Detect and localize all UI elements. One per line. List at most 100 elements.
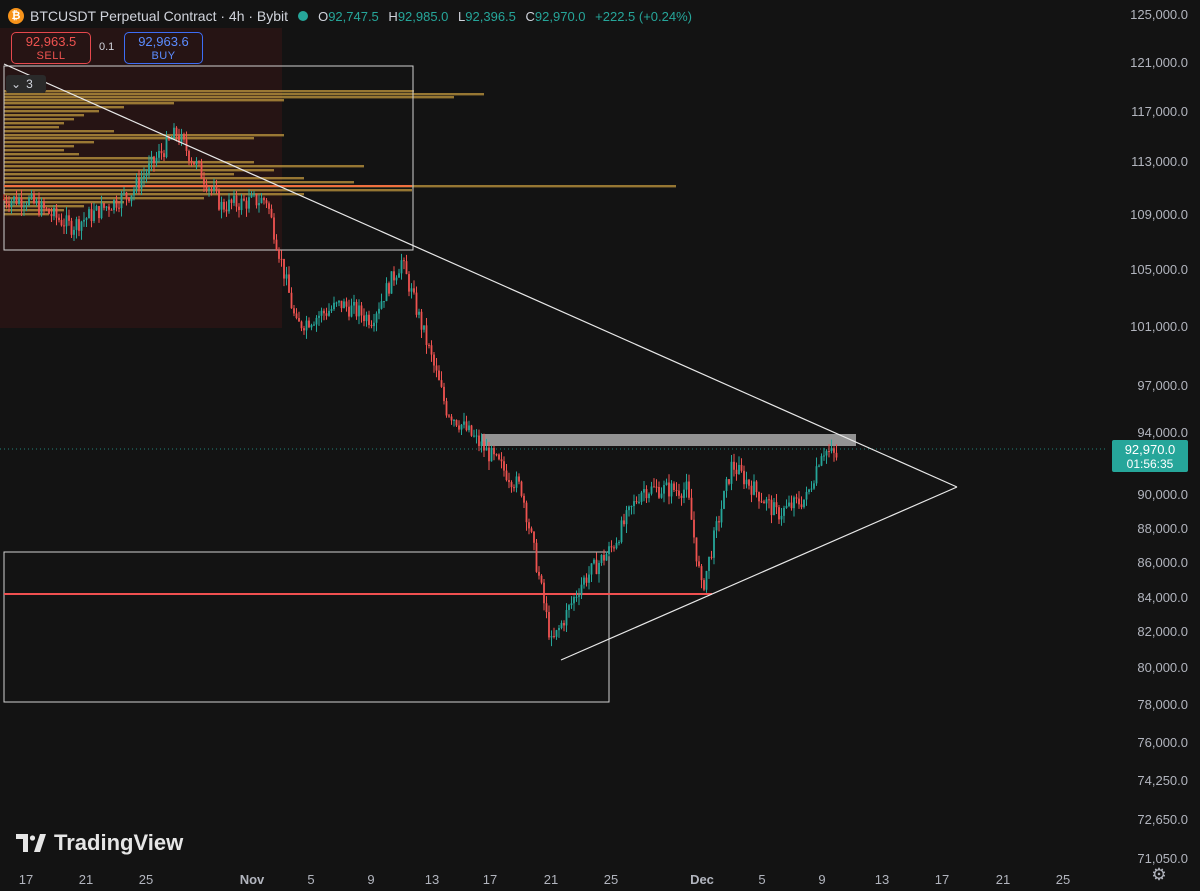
lower-trendline <box>560 486 958 661</box>
candle-body <box>733 461 735 470</box>
candle-body <box>445 401 448 416</box>
time-tick-label: 25 <box>1056 872 1070 887</box>
candle-body <box>513 487 515 489</box>
candle-body <box>710 556 713 558</box>
candle-body <box>778 507 780 520</box>
time-tick-label: 17 <box>19 872 33 887</box>
tradingview-logo: TradingView <box>16 830 183 856</box>
symbol-title[interactable]: BTCUSDT Perpetual Contract · 4h · Bybit <box>30 8 289 24</box>
candle-body <box>93 210 95 222</box>
buy-button[interactable]: 92,963.6 BUY <box>124 32 203 64</box>
candle-body <box>360 305 363 316</box>
candle-body <box>10 200 13 207</box>
candle-body <box>415 292 418 315</box>
candle-body <box>100 203 103 219</box>
low-value: 92,396.5 <box>465 8 516 24</box>
candle-body <box>18 198 20 204</box>
candle-body <box>745 479 748 485</box>
market-status-icon <box>298 11 309 21</box>
collapse-indicators-button[interactable]: ⌄ 3 <box>6 75 46 93</box>
volume-profile-bar <box>4 106 124 109</box>
candle-body <box>405 261 408 275</box>
price-tick-label: 113,000.0 <box>1131 154 1188 169</box>
candle-body <box>648 493 650 499</box>
candle-body <box>538 571 540 576</box>
candle-body <box>210 188 213 191</box>
candle-body <box>248 197 250 209</box>
settings-gear-icon[interactable]: ⚙ <box>1151 865 1167 884</box>
candle-body <box>350 305 353 317</box>
candle-body <box>528 522 530 529</box>
candle-body <box>578 595 580 597</box>
candle-body <box>265 200 268 204</box>
candle-body <box>355 301 358 317</box>
candle-body <box>393 271 395 281</box>
candle-body <box>75 219 78 230</box>
candle-body <box>35 200 38 204</box>
candle-body <box>273 217 275 240</box>
candle-body <box>33 193 35 204</box>
candle-body <box>600 555 603 564</box>
candle-body <box>138 178 140 189</box>
candle-body <box>330 309 333 311</box>
candle-body <box>558 628 560 631</box>
candles <box>3 123 838 647</box>
candle-body <box>458 425 460 430</box>
candle-body <box>208 188 210 191</box>
volume-profile-bar <box>4 102 174 105</box>
price-tick-label: 121,000.0 <box>1130 55 1188 70</box>
candle-body <box>435 365 438 371</box>
candle-body <box>523 495 525 503</box>
candle-body <box>43 201 45 209</box>
candle-body <box>628 506 630 511</box>
candle-body <box>95 206 98 211</box>
volume-profile-bar <box>4 161 254 164</box>
high-label: H <box>388 8 398 24</box>
candle-body <box>145 173 148 177</box>
candle-body <box>58 217 60 221</box>
volume-profile-bar <box>4 118 74 121</box>
candle-body <box>420 311 423 330</box>
candle-body <box>545 603 548 613</box>
candle-body <box>328 310 330 316</box>
quantity-value[interactable]: 0.1 <box>99 41 115 53</box>
candle-body <box>503 461 505 471</box>
candle-body <box>413 288 415 293</box>
time-tick-label: 9 <box>818 872 825 887</box>
volume-profile-bar <box>4 96 454 99</box>
time-axis[interactable]: 17 21 25 Nov 5 9 13 17 21 25 Dec 5 9 13 17 21 25 <box>19 872 1070 887</box>
price-tick-label: 76,000.0 <box>1137 735 1188 750</box>
candle-body <box>555 630 558 637</box>
candle-body <box>675 490 678 492</box>
price-axis[interactable]: 125,000.0 121,000.0 117,000.0 113,000.0 109,… <box>1130 7 1188 866</box>
candle-body <box>590 563 593 575</box>
candle-body <box>258 203 260 206</box>
time-tick-label: 17 <box>935 872 949 887</box>
candle-body <box>298 318 300 322</box>
sell-button[interactable]: 92,963.5 SELL <box>11 32 91 64</box>
candle-body <box>678 490 680 496</box>
volume-profile-bar <box>4 145 74 148</box>
volume-profile-box <box>3 65 414 251</box>
close-value: 92,970.0 <box>534 8 586 24</box>
candle-body <box>60 220 63 226</box>
candle-body <box>48 208 50 214</box>
candle-body <box>755 481 758 493</box>
candle-body <box>705 570 708 590</box>
candle-body <box>348 306 350 317</box>
candle-body <box>645 489 648 499</box>
candle-body <box>635 501 638 503</box>
candle-body <box>243 198 245 201</box>
volume-profile-bar <box>4 173 234 176</box>
candle-body <box>123 192 125 194</box>
price-tick-label: 71,050.0 <box>1137 851 1188 866</box>
candle-body <box>338 300 340 303</box>
price-tick-label: 105,000.0 <box>1130 262 1188 277</box>
candle-body <box>255 194 258 206</box>
candle-body <box>303 328 305 331</box>
volume-profile-bar <box>4 189 412 192</box>
candle-body <box>480 441 483 446</box>
price-tick-label: 90,000.0 <box>1137 487 1188 502</box>
time-tick-label: 13 <box>875 872 889 887</box>
